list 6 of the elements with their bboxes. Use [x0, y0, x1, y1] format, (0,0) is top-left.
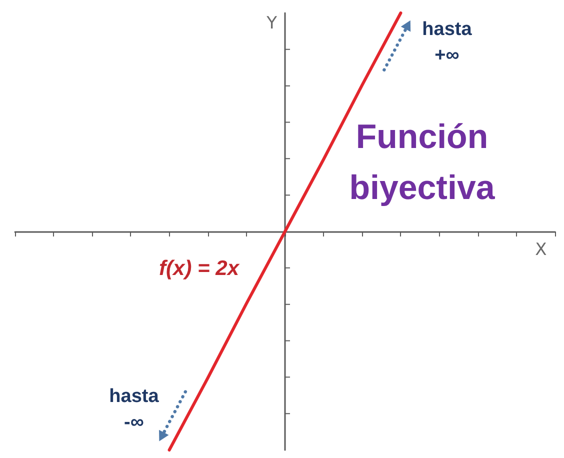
annotation: Función biyectiva: [349, 117, 495, 209]
annotation: hasta +∞: [422, 18, 472, 68]
y-axis-title: Y: [266, 14, 278, 34]
series-label: f(x) = 2x: [159, 256, 239, 280]
x-axis-title: X: [535, 240, 548, 260]
annotation: hasta -∞: [109, 385, 159, 435]
